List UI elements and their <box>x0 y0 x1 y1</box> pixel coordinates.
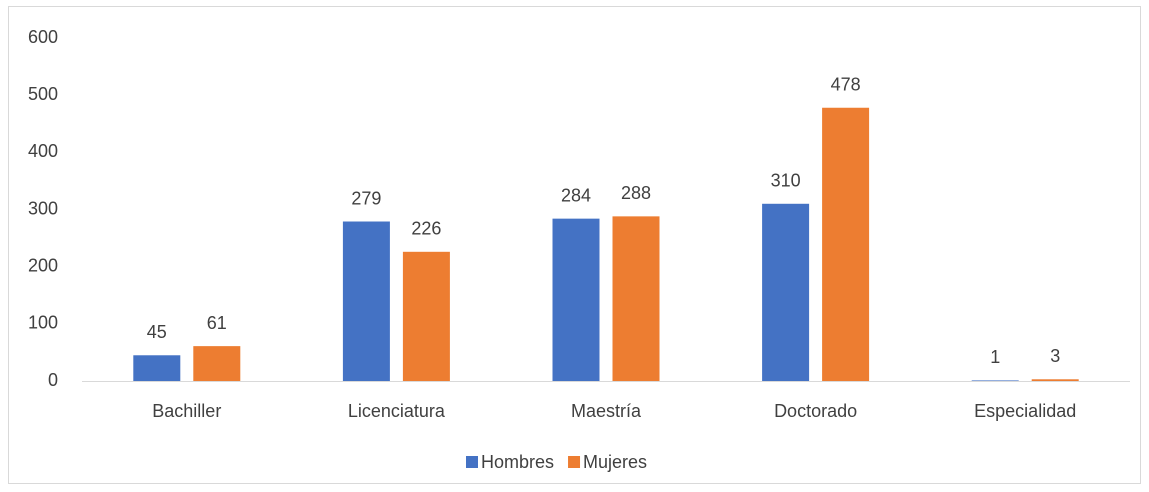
data-label: 3 <box>1050 346 1060 366</box>
legend-label: Mujeres <box>583 452 647 472</box>
y-tick-label: 500 <box>28 84 58 104</box>
bar <box>612 216 660 381</box>
legend-swatch <box>466 456 478 468</box>
data-label: 310 <box>771 171 801 191</box>
bar <box>762 203 810 381</box>
bar <box>1031 379 1079 381</box>
x-tick-label: Doctorado <box>774 401 857 421</box>
data-label: 279 <box>351 188 381 208</box>
x-tick-label: Licenciatura <box>348 401 446 421</box>
data-label: 478 <box>831 74 861 94</box>
data-label: 45 <box>147 322 167 342</box>
bar <box>822 107 870 381</box>
bar <box>552 218 600 381</box>
x-tick-label: Especialidad <box>974 401 1076 421</box>
data-label: 226 <box>411 219 441 239</box>
data-label: 284 <box>561 185 591 205</box>
data-label: 1 <box>990 347 1000 367</box>
bar <box>971 380 1019 381</box>
y-tick-label: 0 <box>48 370 58 390</box>
legend-swatch <box>568 456 581 468</box>
y-tick-label: 100 <box>28 313 58 333</box>
legend-label: Hombres <box>481 452 554 472</box>
x-tick-label: Maestría <box>571 401 642 421</box>
data-label: 288 <box>621 183 651 203</box>
y-tick-label: 600 <box>28 27 58 47</box>
x-tick-label: Bachiller <box>152 401 221 421</box>
bar <box>133 355 181 381</box>
bar <box>193 346 241 381</box>
bar <box>342 221 390 381</box>
y-tick-label: 300 <box>28 198 58 218</box>
data-label: 61 <box>207 313 227 333</box>
y-tick-label: 200 <box>28 255 58 275</box>
y-tick-label: 400 <box>28 141 58 161</box>
bar <box>402 251 450 381</box>
